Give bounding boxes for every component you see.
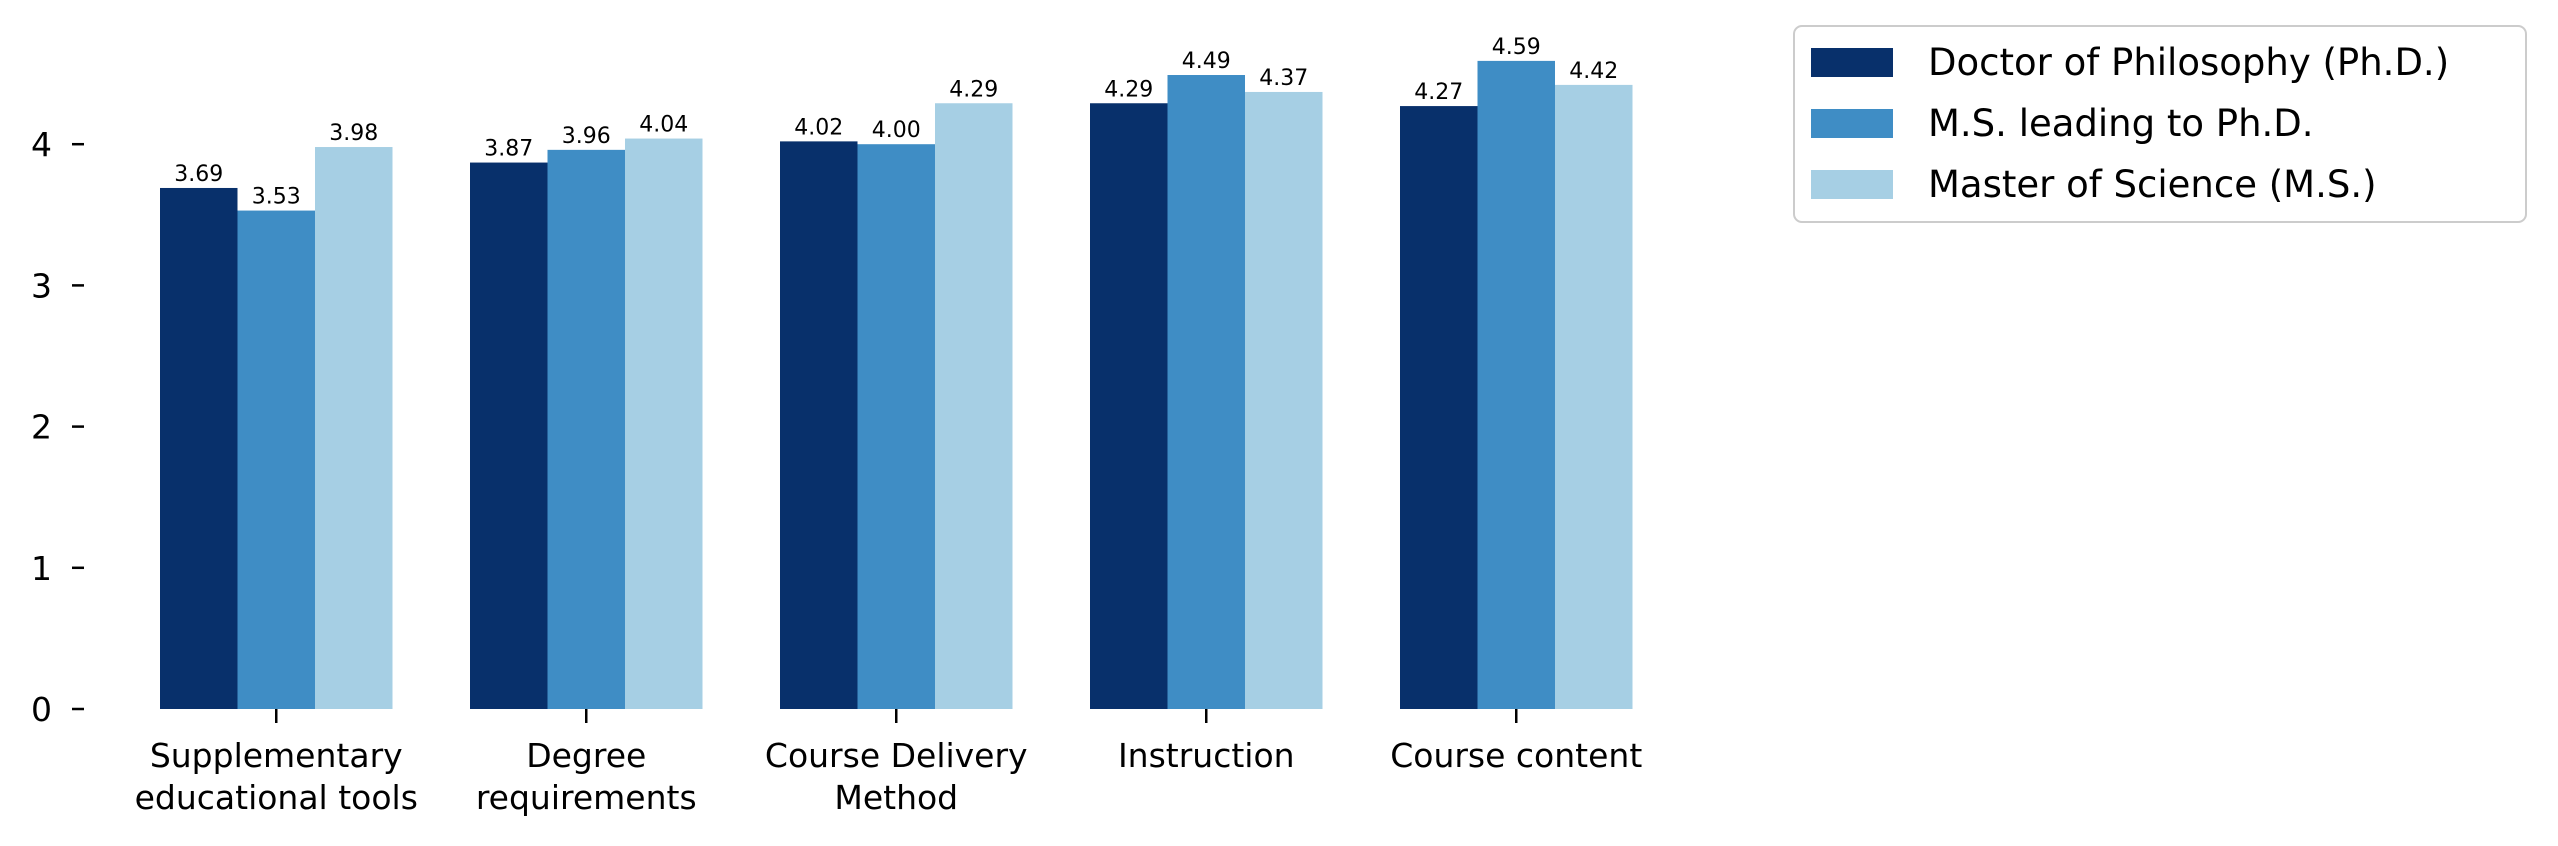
bar — [780, 141, 858, 710]
legend: Doctor of Philosophy (Ph.D.) M.S. leading… — [1793, 25, 2527, 223]
bar-value-label: 4.29 — [949, 77, 998, 102]
bar-value-label: 3.96 — [562, 124, 611, 149]
x-tick-label: Supplementary — [150, 736, 403, 775]
y-tick-label: 0 — [31, 690, 52, 729]
bar — [237, 210, 315, 709]
x-tick-label: requirements — [476, 778, 697, 817]
bar — [1090, 103, 1168, 709]
bar — [857, 144, 935, 709]
y-axis: 0 1 2 3 4 — [31, 125, 84, 729]
legend-swatch — [1811, 48, 1893, 77]
bar — [1477, 60, 1555, 710]
bar — [547, 149, 625, 709]
bar-value-label: 4.42 — [1569, 59, 1618, 84]
bar-value-label: 4.59 — [1492, 35, 1541, 60]
legend-entry-label: Master of Science (M.S.) — [1928, 163, 2377, 206]
bar-value-label: 4.49 — [1182, 49, 1231, 74]
legend-swatch — [1811, 109, 1893, 138]
x-tick-label: Degree — [526, 736, 646, 775]
bar — [1245, 91, 1323, 710]
legend-entry-label: Doctor of Philosophy (Ph.D.) — [1928, 41, 2449, 84]
bar — [315, 147, 393, 710]
y-tick-label: 2 — [31, 408, 52, 447]
bar — [1167, 75, 1245, 709]
x-tick-label: Course Delivery — [765, 736, 1028, 775]
bar — [935, 103, 1013, 709]
bar-value-label: 4.29 — [1104, 77, 1153, 102]
legend-box — [1793, 25, 2527, 223]
x-tick-label: Method — [834, 778, 958, 817]
bar-value-label: 3.53 — [252, 185, 301, 210]
y-tick-label: 3 — [31, 266, 52, 305]
bar-value-label: 4.00 — [872, 118, 921, 143]
bar-value-label: 4.27 — [1414, 80, 1463, 105]
x-tick-label: educational tools — [135, 778, 418, 817]
bar — [1555, 84, 1633, 710]
bar-value-label: 4.37 — [1259, 66, 1308, 91]
bar — [470, 162, 548, 709]
y-tick-label: 1 — [31, 549, 52, 588]
x-tick-label: Instruction — [1118, 736, 1295, 775]
bars: 3.69 3.53 3.98 3.87 3.96 4.04 4.02 4.00 4.29 4.29… — [160, 35, 1633, 710]
y-tick-label: 4 — [31, 125, 52, 164]
bar — [625, 138, 703, 709]
bar-value-label: 3.69 — [174, 162, 223, 187]
legend-swatch — [1811, 170, 1893, 199]
bar — [1400, 106, 1478, 710]
bar-value-label: 4.04 — [639, 113, 688, 138]
x-tick-label: Course content — [1390, 736, 1642, 775]
bar-value-label: 4.02 — [794, 115, 843, 140]
legend-entry-label: M.S. leading to Ph.D. — [1928, 102, 2314, 145]
bar-value-label: 3.87 — [484, 137, 533, 162]
bar — [160, 187, 238, 710]
bar-value-label: 3.98 — [329, 121, 378, 146]
